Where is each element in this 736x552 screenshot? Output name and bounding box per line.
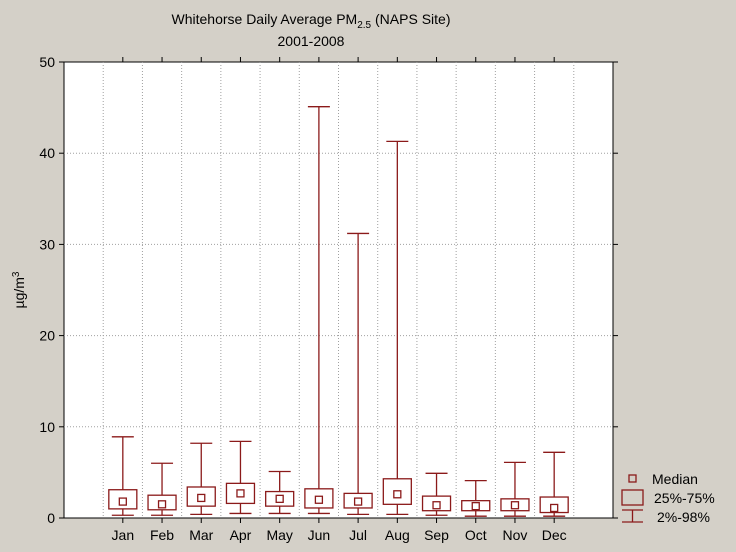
iqr-box: [304, 488, 334, 509]
iqr-box: [225, 482, 256, 505]
iqr-box: [265, 490, 295, 507]
median-marker: [550, 503, 559, 513]
box-plot-nov: [500, 461, 530, 517]
x-axis: Jan Feb Mar Apr May Jun Jul Aug Sep Oct Nov Dec: [112, 57, 567, 543]
y-axis: 0 10 20 30 40 50: [39, 54, 618, 526]
median-marker: [471, 501, 480, 511]
box-plot-mar: [186, 442, 216, 516]
x-tick-label: Jan: [112, 527, 135, 543]
median-marker: [393, 490, 402, 499]
box-plot-jan: [108, 436, 138, 516]
y-axis-label: µg/m3: [11, 271, 27, 308]
x-tick-label: Jul: [349, 527, 367, 543]
chart-title-subscript: 2.5: [357, 20, 371, 31]
x-tick-label: Jun: [308, 527, 331, 543]
x-tick-label: Sep: [424, 527, 449, 543]
iqr-box: [108, 489, 138, 510]
legend-box-symbol: [621, 489, 644, 506]
x-tick-label: Feb: [150, 527, 174, 543]
median-marker: [314, 495, 324, 504]
median-marker: [510, 501, 520, 510]
box-plot-jun: [304, 106, 334, 515]
iqr-box: [147, 494, 177, 511]
box-plot-dec: [539, 451, 569, 517]
median-marker: [353, 497, 363, 506]
x-tick-label: Dec: [542, 527, 567, 543]
box-plot-jul: [343, 232, 373, 516]
iqr-box: [382, 478, 412, 505]
box-plot-may: [265, 470, 295, 515]
iqr-box: [343, 492, 373, 509]
median-marker: [197, 493, 206, 503]
x-tick-label: Oct: [465, 527, 487, 543]
box-plot-aug: [382, 140, 412, 516]
iqr-box: [539, 496, 569, 514]
median-marker: [275, 494, 284, 503]
y-tick-label: 40: [39, 145, 55, 161]
chart-subtitle: 2001-2008: [278, 33, 345, 49]
x-tick-label: Nov: [503, 527, 528, 543]
legend-median-label: Median: [652, 471, 698, 487]
x-tick-label: Apr: [230, 527, 252, 543]
iqr-box: [421, 495, 452, 512]
y-tick-label: 20: [39, 328, 55, 344]
box-plots: [108, 106, 569, 517]
iqr-box: [500, 498, 530, 512]
box-plot-oct: [461, 479, 491, 517]
median-marker: [236, 489, 245, 498]
legend-median-symbol: [628, 474, 637, 483]
iqr-box: [461, 500, 491, 512]
box-plot-feb: [147, 462, 177, 516]
median-marker: [118, 497, 127, 506]
box-plot-sep: [421, 472, 452, 516]
y-tick-label: 0: [47, 510, 55, 526]
chart-title: Whitehorse Daily Average PM2.5 (NAPS Sit…: [172, 11, 451, 31]
y-tick-label: 30: [39, 236, 55, 252]
x-tick-label: May: [266, 527, 292, 543]
y-tick-label: 10: [39, 419, 55, 435]
legend-whisker-label: 2%-98%: [657, 509, 710, 525]
grid: [64, 62, 613, 518]
median-marker: [432, 501, 441, 510]
median-marker: [157, 500, 167, 509]
x-tick-label: Mar: [189, 527, 213, 543]
y-tick-label: 50: [39, 54, 55, 70]
box-plot-apr: [225, 440, 256, 515]
iqr-box: [186, 486, 216, 507]
legend-box-label: 25%-75%: [654, 490, 715, 506]
x-tick-label: Aug: [385, 527, 410, 543]
legend: Median 25%-75% 2%-98%: [621, 471, 715, 525]
y-axis-label-superscript: 3: [11, 271, 22, 277]
